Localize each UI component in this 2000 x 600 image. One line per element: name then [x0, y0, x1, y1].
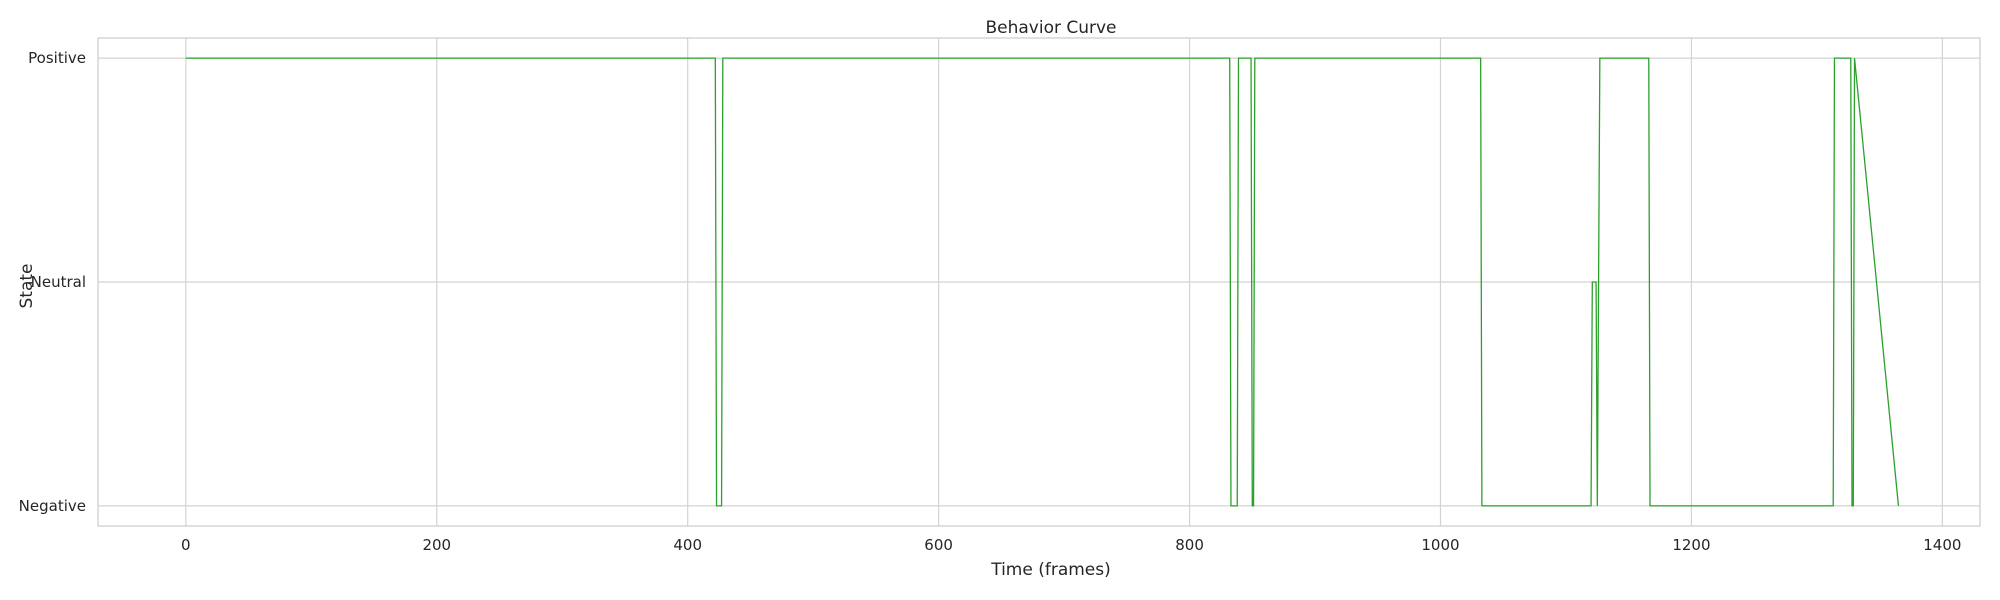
x-tick-label: 1400	[1923, 536, 1961, 554]
chart-title: Behavior Curve	[985, 18, 1116, 38]
x-tick-label: 1200	[1672, 536, 1710, 554]
plot-frame	[97, 37, 1981, 527]
x-tick-label: 800	[1175, 536, 1204, 554]
y-tick-labels: Negative Neutral Positive	[19, 49, 86, 515]
x-tick-label: 400	[673, 536, 702, 554]
x-tick-label: 0	[181, 536, 191, 554]
y-gridlines	[98, 57, 1980, 507]
x-tick-label: 600	[924, 536, 953, 554]
x-tick-labels: 0 200 400 600 800 1000 1200 1400	[181, 536, 1961, 554]
y-axis-label: State	[17, 264, 37, 309]
x-axis-label: Time (frames)	[990, 560, 1111, 580]
y-tick-label: Neutral	[31, 273, 86, 291]
y-tick-label: Negative	[19, 497, 86, 515]
series-layer	[185, 57, 1900, 507]
x-tick-label: 200	[422, 536, 451, 554]
series-line-0	[185, 57, 1900, 507]
y-tick-label: Positive	[28, 49, 86, 67]
x-tick-label: 1000	[1421, 536, 1459, 554]
